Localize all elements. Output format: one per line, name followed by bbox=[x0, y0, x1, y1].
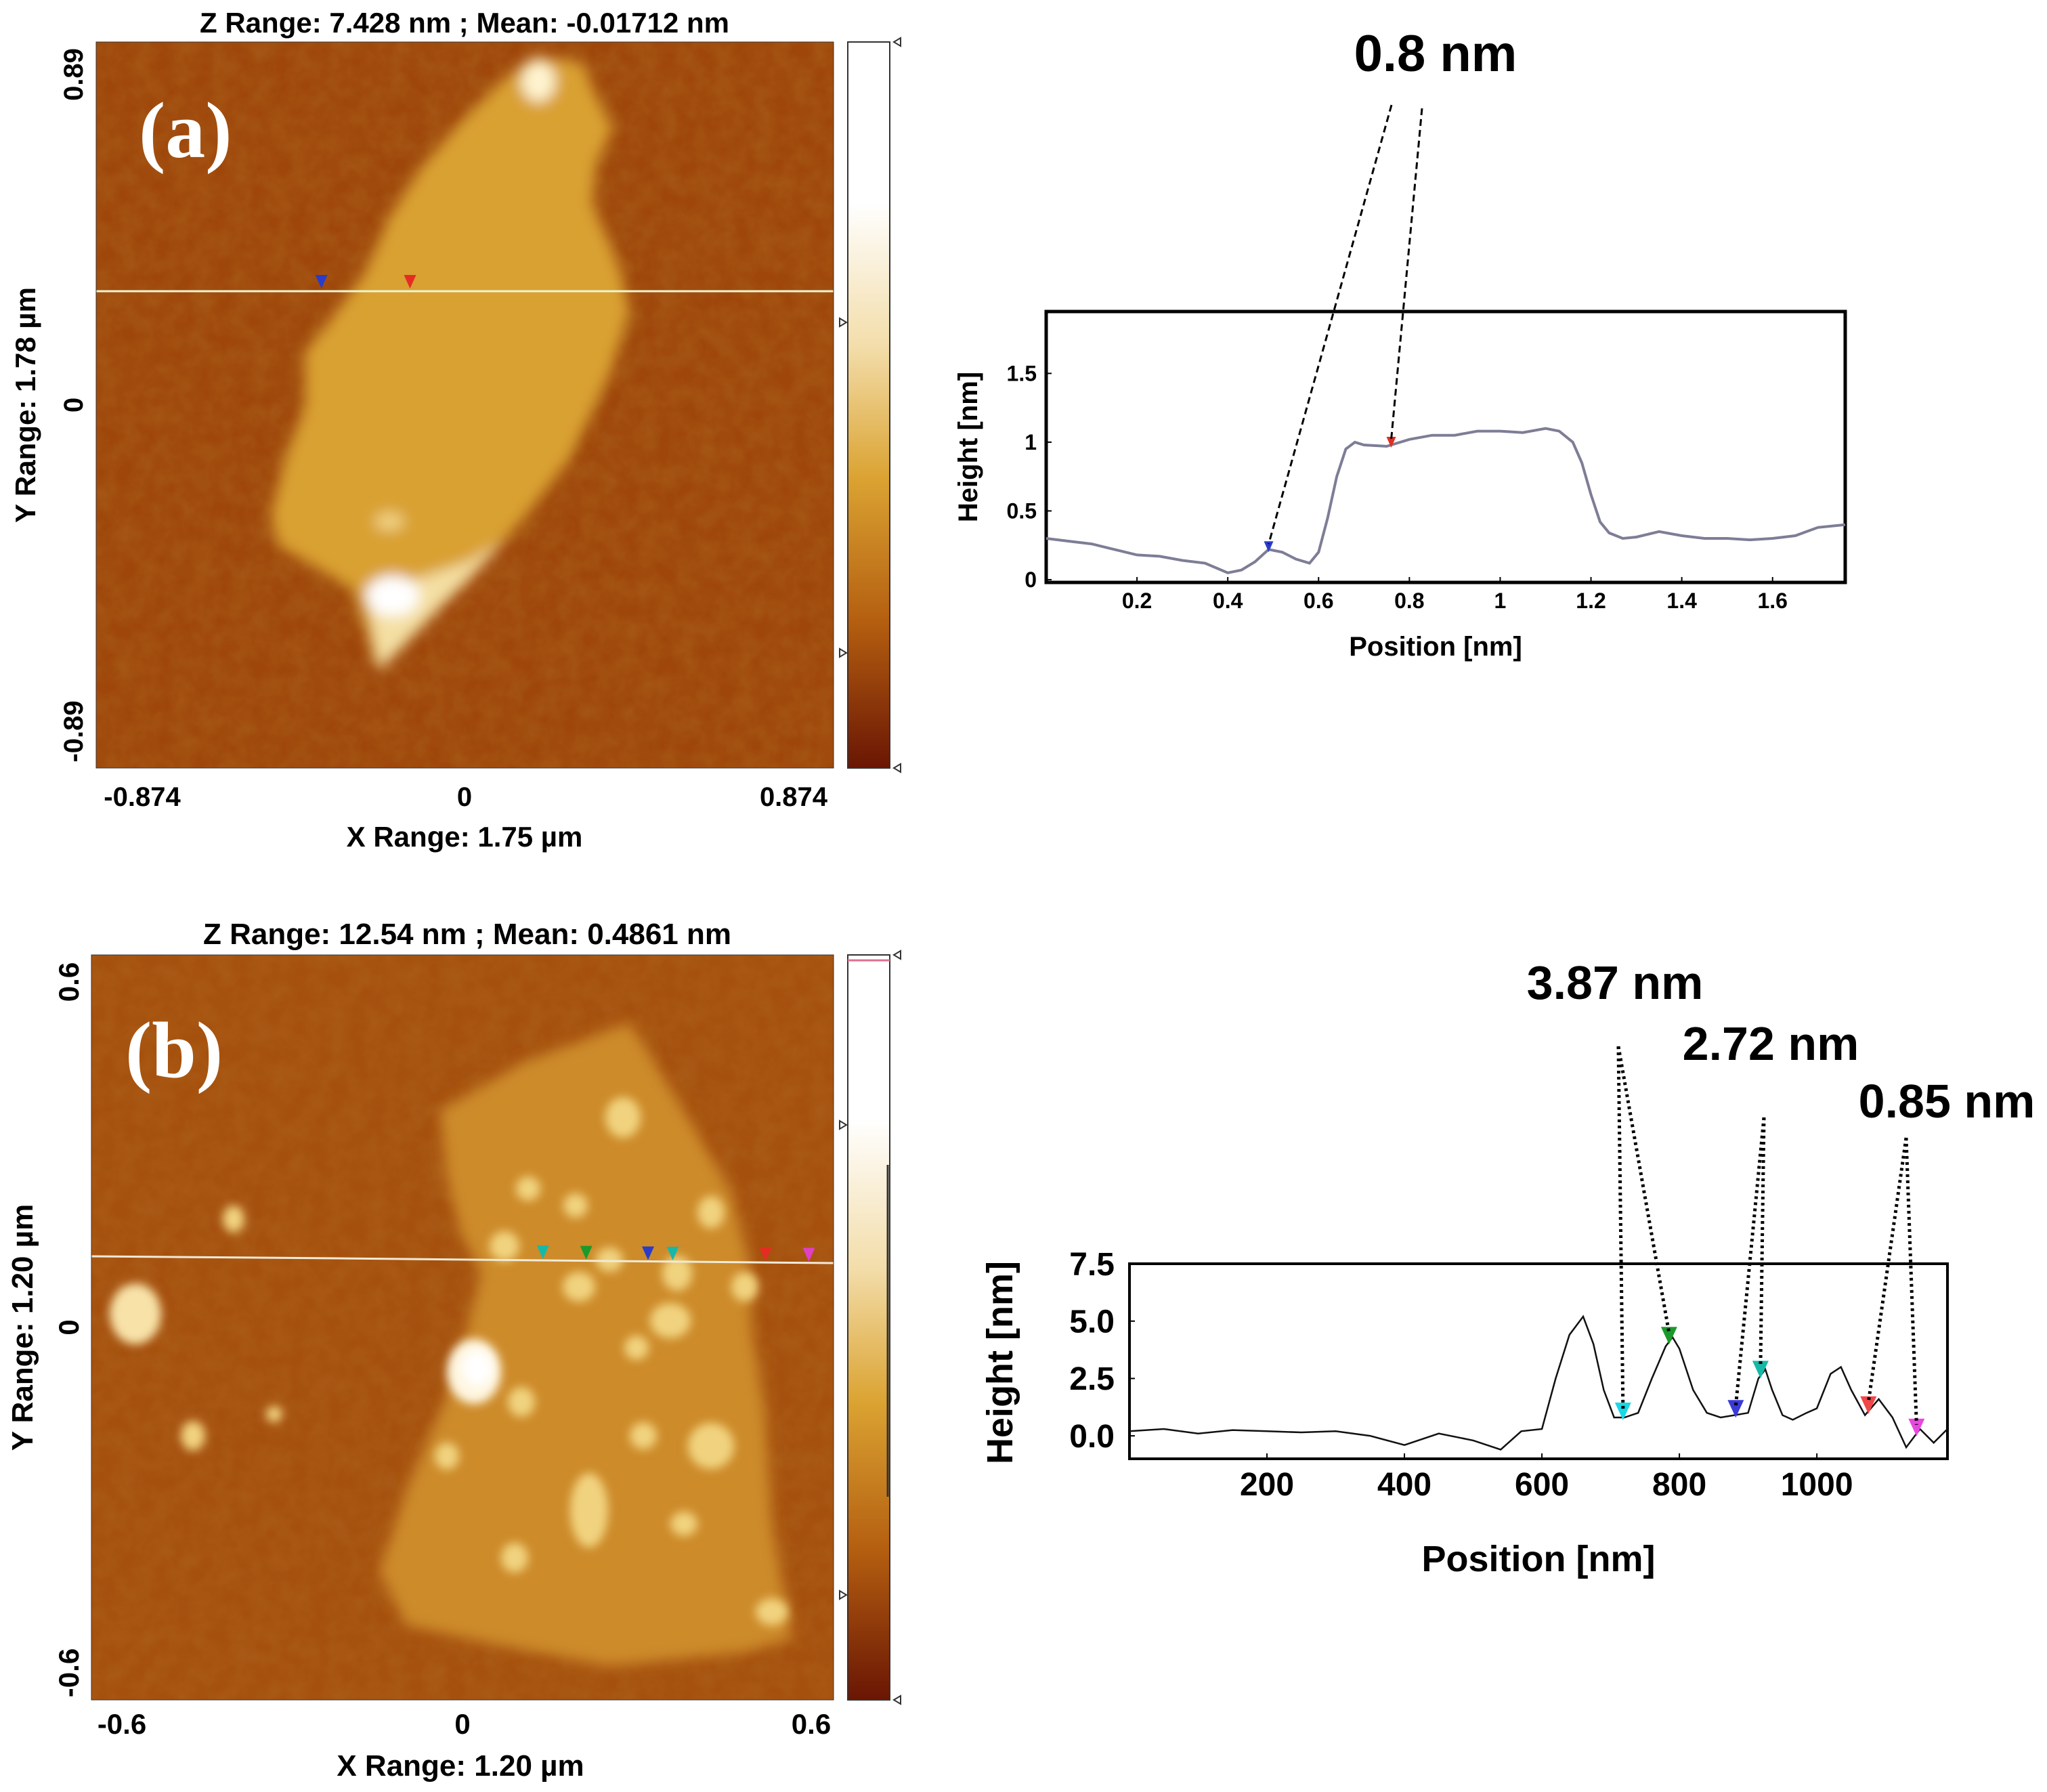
xlabel-b: X Range: 1.20 µm bbox=[337, 1749, 584, 1783]
profile-plot-b: 200 400 600 800 1000 0.0 2.5 5.0 7.5 3.87 nm 2.72… bbox=[980, 956, 2035, 1579]
image-marker bbox=[666, 1246, 679, 1260]
afm-image-b-frame bbox=[91, 954, 834, 1701]
profile-marker bbox=[1727, 1400, 1744, 1418]
x-tick-label: 0.2 bbox=[1122, 589, 1152, 613]
ytick-a: 0.89 bbox=[59, 48, 89, 101]
afm-image-a: (a) Z Range: 7.428 nm ; Mean: -0.01712 n… bbox=[9, 7, 901, 853]
y-tick-label: 0 bbox=[1025, 568, 1037, 592]
ytick-b: -0.6 bbox=[53, 1648, 85, 1697]
colorbar-b bbox=[847, 954, 890, 1701]
x-tick-label: 1.6 bbox=[1757, 589, 1787, 613]
plot-b-markers bbox=[1614, 1327, 1925, 1436]
xtick-b: -0.6 bbox=[98, 1708, 146, 1740]
x-tick-label: 1 bbox=[1494, 589, 1507, 613]
title-b: Z Range: 12.54 nm ; Mean: 0.4861 nm bbox=[203, 918, 731, 951]
profile-marker bbox=[1908, 1418, 1925, 1436]
profile-marker bbox=[1264, 541, 1274, 553]
profile-marker bbox=[1614, 1403, 1631, 1421]
image-marker bbox=[642, 1246, 654, 1260]
x-tick-label: 0.8 bbox=[1394, 589, 1424, 613]
plot-b-xlabel: Position [nm] bbox=[1422, 1539, 1656, 1579]
x-tick-label: 1.4 bbox=[1666, 589, 1697, 613]
xtick-b: 0.6 bbox=[792, 1708, 831, 1740]
x-tick-label: 1.2 bbox=[1576, 589, 1606, 613]
profile-plot-a: 0.2 0.4 0.6 0.8 1 1.2 1.4 1.6 0 0.5 1 1.5 0.8 nm Po… bbox=[953, 25, 1847, 662]
x-tick-label: 0.4 bbox=[1213, 589, 1243, 613]
panel-label-a: (a) bbox=[139, 86, 232, 175]
annotation-leader-line bbox=[1390, 108, 1423, 440]
y-tick-label: 0.0 bbox=[1069, 1419, 1115, 1455]
colorbar-ticks-a bbox=[839, 37, 901, 773]
x-tick-label: 0.6 bbox=[1303, 589, 1333, 613]
x-tick-label: 1000 bbox=[1781, 1467, 1853, 1503]
x-tick-label: 600 bbox=[1515, 1467, 1569, 1503]
annotation-leader-line bbox=[1268, 104, 1393, 545]
ylabel-b: Y Range: 1.20 µm bbox=[6, 1204, 39, 1451]
y-tick-label: 7.5 bbox=[1069, 1247, 1115, 1283]
ytick-a: 0 bbox=[59, 398, 89, 412]
profile-marker bbox=[1860, 1396, 1877, 1414]
image-markers-a bbox=[315, 275, 416, 289]
image-marker bbox=[759, 1247, 772, 1262]
profile-marker bbox=[1386, 436, 1396, 448]
plot-b-ticks: 200 400 600 800 1000 0.0 2.5 5.0 7.5 bbox=[1069, 1247, 1853, 1503]
image-marker bbox=[802, 1247, 815, 1262]
afm-image-b: (b) Z Range: 12.54 nm ; Mean: 0.4861 nm … bbox=[6, 918, 901, 1783]
profile-marker bbox=[1752, 1361, 1769, 1379]
plot-a-annotation: 0.8 nm bbox=[1268, 25, 1517, 545]
ytick-a: -0.89 bbox=[59, 700, 89, 762]
y-tick-label: 5.0 bbox=[1069, 1304, 1115, 1340]
title-a: Z Range: 7.428 nm ; Mean: -0.01712 nm bbox=[200, 7, 729, 39]
xtick-a: 0 bbox=[457, 782, 472, 812]
image-marker bbox=[580, 1245, 592, 1260]
annotation-label: 0.8 nm bbox=[1354, 25, 1517, 83]
annotation-leader-line bbox=[1866, 1137, 1908, 1403]
colorbar-ticks-b bbox=[839, 950, 901, 1705]
panel-label-b: (b) bbox=[125, 1006, 223, 1094]
ytick-b: 0.6 bbox=[53, 962, 85, 1002]
image-marker bbox=[315, 275, 328, 289]
afm-image-a-frame bbox=[95, 41, 834, 769]
plot-b-frame bbox=[1128, 1262, 1949, 1460]
annotation-leader-line bbox=[1759, 1117, 1766, 1367]
plot-a-markers bbox=[1264, 436, 1396, 553]
plot-a-xlabel: Position [nm] bbox=[1349, 632, 1522, 662]
xtick-a: -0.874 bbox=[104, 782, 181, 812]
annotation-leader-line bbox=[1904, 1137, 1918, 1425]
profile-line-b bbox=[91, 1255, 834, 1264]
plot-a-ylabel: Height [nm] bbox=[953, 372, 983, 522]
ylabel-a: Y Range: 1.78 µm bbox=[9, 287, 41, 523]
annotation-label: 0.85 nm bbox=[1859, 1075, 2035, 1128]
y-tick-label: 1.5 bbox=[1007, 362, 1037, 386]
plot-b-ylabel: Height [nm] bbox=[980, 1261, 1020, 1464]
xtick-b: 0 bbox=[454, 1708, 470, 1740]
plot-a-frame bbox=[1044, 310, 1847, 584]
image-marker bbox=[536, 1245, 549, 1260]
plot-a-ticks: 0.2 0.4 0.6 0.8 1 1.2 1.4 1.6 0 0.5 1 1.5 bbox=[1007, 362, 1788, 613]
xtick-a: 0.874 bbox=[760, 782, 828, 812]
x-tick-label: 800 bbox=[1652, 1467, 1706, 1503]
annotation-label: 2.72 nm bbox=[1683, 1017, 1859, 1070]
annotation-label: 3.87 nm bbox=[1527, 956, 1704, 1009]
profile-line-series-a bbox=[1046, 427, 1846, 574]
profile-marker bbox=[1660, 1327, 1677, 1345]
y-tick-label: 1 bbox=[1025, 430, 1037, 454]
image-marker bbox=[404, 275, 416, 289]
image-markers-b bbox=[536, 1245, 815, 1262]
y-tick-label: 0.5 bbox=[1007, 499, 1037, 524]
y-tick-label: 2.5 bbox=[1069, 1361, 1115, 1397]
ticks-b: -0.6 0 0.6 0.6 0 -0.6 bbox=[53, 962, 831, 1740]
x-tick-label: 400 bbox=[1377, 1467, 1431, 1503]
x-tick-label: 200 bbox=[1240, 1467, 1294, 1503]
xlabel-a: X Range: 1.75 µm bbox=[347, 821, 583, 853]
ticks-a: -0.874 0 0.874 0.89 0 -0.89 bbox=[59, 48, 828, 812]
ytick-b: 0 bbox=[53, 1319, 85, 1335]
colorbar-a bbox=[847, 41, 890, 769]
plot-b-annotations: 3.87 nm 2.72 nm0.85 nm bbox=[1527, 956, 2035, 1425]
